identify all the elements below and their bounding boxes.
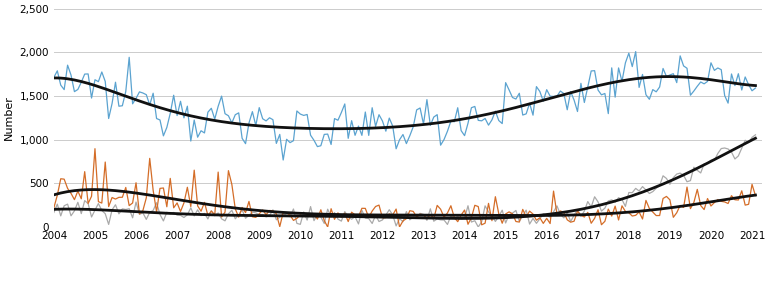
Y-axis label: Number: Number	[4, 95, 14, 140]
